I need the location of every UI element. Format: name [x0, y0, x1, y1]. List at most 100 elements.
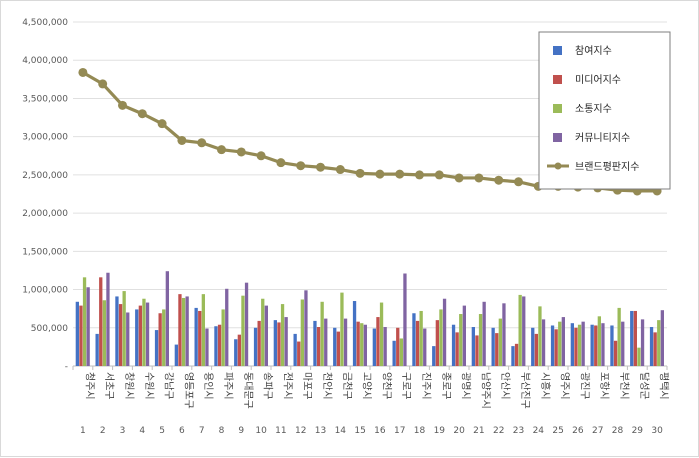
y-tick-label: 3,000,000 [22, 133, 68, 143]
bar-소통지수 [280, 304, 285, 366]
bar-미디어지수 [415, 320, 420, 366]
bar-커뮤니티지수 [423, 328, 427, 366]
bar-미디어지수 [277, 322, 281, 366]
point-브랜드평판지수 [355, 168, 365, 178]
bar-참여지수 [234, 339, 238, 366]
rank-label: 5 [159, 426, 165, 436]
legend-label: 참여지수 [575, 45, 612, 57]
category-label: 시흥시 [539, 372, 552, 400]
bar-소통지수 [340, 292, 344, 366]
legend-label: 미디어지수 [575, 74, 621, 86]
point-브랜드평판지수 [276, 158, 286, 168]
rank-label: 27 [592, 426, 603, 436]
bar-참여지수 [293, 333, 297, 366]
y-tick-label: - [65, 362, 68, 372]
legend-swatch-marker [554, 162, 562, 170]
rank-label: 11 [275, 426, 286, 436]
bar-series [75, 271, 664, 366]
bar-소통지수 [82, 277, 87, 366]
category-label: 전주시 [281, 372, 293, 400]
bar-커뮤니티지수 [462, 305, 466, 366]
rank-label: 24 [533, 426, 545, 436]
category-label: 서초구 [103, 372, 115, 400]
category-label: 종로구 [440, 372, 452, 400]
bar-미디어지수 [554, 329, 558, 366]
category-label: 평택시 [658, 372, 670, 400]
bar-참여지수 [610, 325, 614, 366]
bar-미디어지수 [198, 310, 202, 366]
bar-미디어지수 [118, 304, 123, 366]
bar-참여지수 [570, 323, 574, 366]
bar-미디어지수 [79, 305, 83, 366]
bar-참여지수 [273, 320, 277, 366]
bar-커뮤니티지수 [185, 296, 189, 366]
rank-label: 16 [374, 426, 386, 436]
bar-참여지수 [372, 328, 376, 366]
point-브랜드평판지수 [118, 100, 127, 110]
bar-커뮤니티지수 [343, 318, 348, 366]
bar-참여지수 [392, 340, 396, 366]
point-브랜드평판지수 [375, 169, 385, 179]
bar-커뮤니티지수 [244, 282, 249, 366]
rank-label: 9 [238, 426, 244, 436]
x-axis: 청주시 1 서초구 2 창원시 3 수원시 4 강남구 5 영등포구 6 용인시 7 파주시 8 동대문구 9 송파… [72, 366, 670, 436]
point-브랜드평판지수 [316, 162, 325, 172]
rank-label: 10 [255, 426, 267, 436]
rank-label: 20 [453, 426, 465, 436]
point-브랜드평판지수 [197, 138, 207, 148]
legend-label: 커뮤니티지수 [575, 132, 630, 144]
y-tick-label: 2,000,000 [22, 209, 68, 219]
point-브랜드평판지수 [335, 165, 345, 175]
category-label: 양천구 [380, 372, 392, 400]
point-브랜드평판지수 [98, 79, 108, 89]
bar-참여지수 [194, 307, 198, 366]
rank-label: 29 [632, 426, 644, 436]
bar-미디어지수 [396, 327, 400, 366]
y-tick-label: 500,000 [31, 324, 68, 334]
point-브랜드평판지수 [415, 170, 424, 180]
point-브랜드평판지수 [474, 173, 484, 183]
bar-커뮤니티지수 [145, 302, 150, 366]
category-label: 구로구 [400, 372, 411, 400]
bar-미디어지수 [653, 332, 657, 366]
category-label: 남양주시 [479, 372, 491, 409]
bar-커뮤니티지수 [264, 305, 268, 366]
bar-커뮤니티지수 [106, 272, 110, 366]
y-tick-label: 4,500,000 [22, 18, 68, 28]
category-label: 부산진구 [519, 372, 531, 409]
point-브랜드평판지수 [177, 135, 187, 145]
point-브랜드평판지수 [256, 151, 266, 161]
rank-label: 22 [493, 426, 504, 436]
bar-소통지수 [162, 309, 166, 366]
category-label: 광명시 [460, 372, 472, 400]
bar-미디어지수 [178, 294, 182, 366]
bar-소통지수 [360, 323, 364, 366]
bar-소통지수 [201, 294, 205, 366]
rank-label: 28 [612, 426, 624, 436]
legend-label: 소통지수 [575, 103, 612, 115]
bar-참여지수 [333, 327, 337, 366]
y-axis-ticks: - 500,000 1,000,000 1,500,000 2,000,000 2,500… [22, 18, 68, 372]
point-브랜드평판지수 [236, 147, 246, 157]
y-tick-label: 3,500,000 [22, 94, 68, 104]
rank-label: 25 [552, 426, 563, 436]
bar-참여지수 [511, 346, 515, 366]
bar-참여지수 [135, 309, 139, 366]
category-label: 부천시 [618, 372, 630, 400]
bar-참여지수 [313, 320, 317, 366]
rank-label: 14 [335, 426, 347, 436]
bar-미디어지수 [376, 317, 380, 366]
y-tick-label: 2,500,000 [22, 171, 68, 181]
bar-소통지수 [122, 291, 126, 366]
bar-참여지수 [214, 326, 218, 366]
bar-소통지수 [498, 318, 502, 366]
bar-소통지수 [320, 301, 324, 366]
point-브랜드평판지수 [434, 170, 444, 180]
category-label: 진주시 [420, 372, 432, 400]
bar-소통지수 [181, 297, 186, 366]
bar-미디어지수 [534, 333, 538, 366]
bar-소통지수 [241, 295, 245, 366]
point-브랜드평판지수 [514, 177, 523, 187]
rank-label: 17 [394, 426, 405, 436]
